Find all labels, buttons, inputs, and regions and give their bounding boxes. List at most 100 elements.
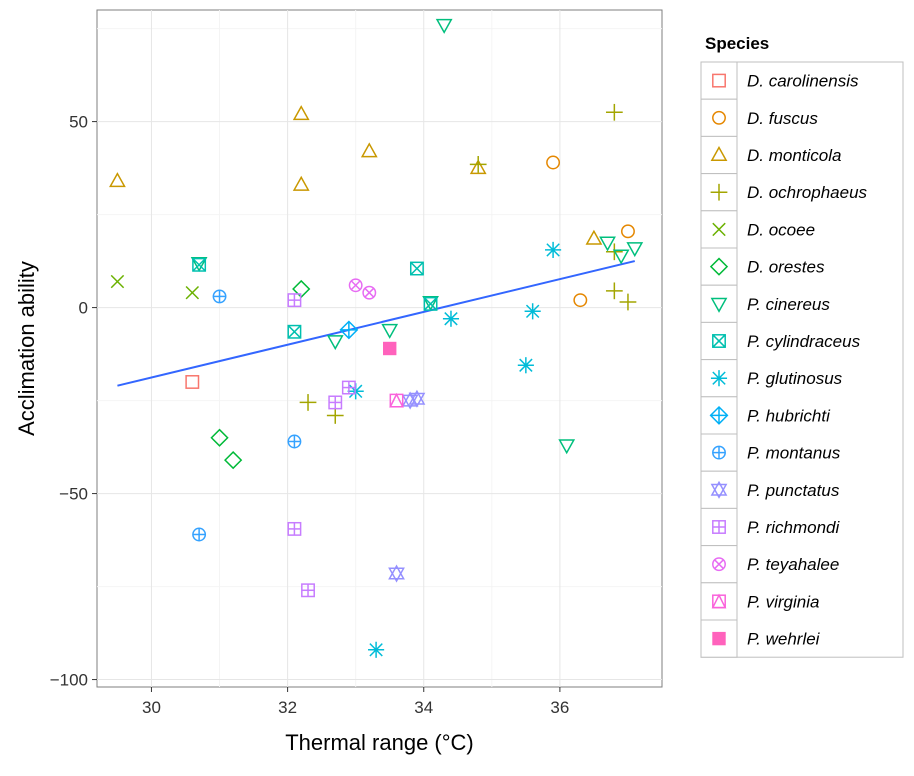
data-point [605,282,623,300]
x-tick-label: 34 [414,698,433,717]
legend-label: P. wehrlei [747,630,821,649]
legend-symbol [712,520,726,534]
legend-label: P. cylindraceus [747,332,861,351]
legend-key [700,247,738,286]
data-point [341,380,356,395]
y-tick-label: −50 [59,485,88,504]
y-tick-label: 50 [69,113,88,132]
legend-key [700,61,738,100]
data-point [422,296,439,312]
legend-label: D. ocoee [747,220,815,239]
data-point [292,175,310,191]
legend-label: P. punctatus [747,481,840,500]
legend-symbol [709,405,729,425]
trend-line [117,260,636,387]
data-point [362,285,377,300]
data-point [368,641,385,658]
legend-label: P. glutinosus [747,369,843,388]
data-point [301,583,315,598]
legend-symbol [709,257,729,276]
legend-item: P. montanus [700,433,841,472]
legend-symbol [712,222,726,237]
data-point [517,357,534,374]
legend-label: P. virginia [747,592,819,611]
legend-label: P. teyahalee [747,555,839,574]
data-point [109,172,126,188]
data-point [423,296,438,311]
data-point [381,323,399,339]
x-tick-label: 32 [278,698,297,717]
data-point [573,293,588,308]
data-point [469,156,487,173]
data-point [287,434,302,449]
legend-item: D. fuscus [700,98,818,137]
legend-symbol [710,183,728,201]
data-point [348,278,363,293]
legend-item: P. cylindraceus [700,321,861,361]
legend-item: P. teyahalee [700,545,839,584]
data-point [612,249,630,265]
legend-key [700,582,738,621]
data-point [210,428,229,447]
data-point [299,394,317,411]
data-point [469,159,487,175]
data-point [599,236,616,252]
legend-symbol [710,145,728,161]
data-point [546,155,561,170]
legend: Species D. carolinensis D. fuscus D. monti… [700,34,904,658]
x-tick-label: 30 [142,698,161,717]
data-point [326,335,344,351]
data-point [442,310,460,327]
legend-key [700,470,738,509]
data-point [545,241,562,258]
data-point [287,324,302,339]
legend-label: P. richmondi [747,518,841,537]
data-point [383,341,397,356]
legend-label: P. hubrichti [747,406,831,425]
legend-label: D. monticola [747,146,841,165]
legend-symbol [710,297,728,313]
minor-gridlines [97,10,662,687]
data-point [605,103,623,121]
legend-symbol [712,445,726,460]
legend-label: P. montanus [747,444,841,463]
major-gridlines [97,10,662,687]
legend-item: P. wehrlei [700,619,821,658]
x-tick-label: 36 [550,698,569,717]
legend-symbol [712,110,726,125]
legend-symbol [711,593,727,609]
legend-key [700,135,738,175]
trend-line-group [117,260,636,387]
legend-item: D. carolinensis [700,61,859,100]
legend-symbol [710,480,728,499]
data-point [435,18,453,34]
data-point [621,224,635,239]
plot-panel [96,9,663,688]
legend-symbol [712,557,726,572]
y-tick-label: 0 [79,299,88,318]
y-tick-label: −100 [50,671,88,690]
data-point [409,261,424,276]
legend-label: D. ochrophaeus [747,183,868,202]
legend-item: P. virginia [700,582,819,621]
data-point [224,450,243,470]
data-point [389,392,404,408]
data-point [292,105,310,121]
data-point [192,527,207,542]
legend-symbol [712,73,726,88]
legend-label: D. orestes [747,258,825,277]
data-points [109,18,644,658]
legend-item: P. cinereus [700,284,830,323]
data-point [287,293,302,308]
legend-item: D. orestes [700,247,825,286]
data-point [619,293,637,311]
legend-key [700,98,738,137]
legend-key [700,284,738,323]
y-axis-title: Acclimation ability [14,261,39,436]
data-point [585,229,603,245]
legend-symbol [712,334,726,348]
data-point [558,439,576,455]
data-point [626,242,644,258]
legend-label: P. cinereus [747,295,830,314]
